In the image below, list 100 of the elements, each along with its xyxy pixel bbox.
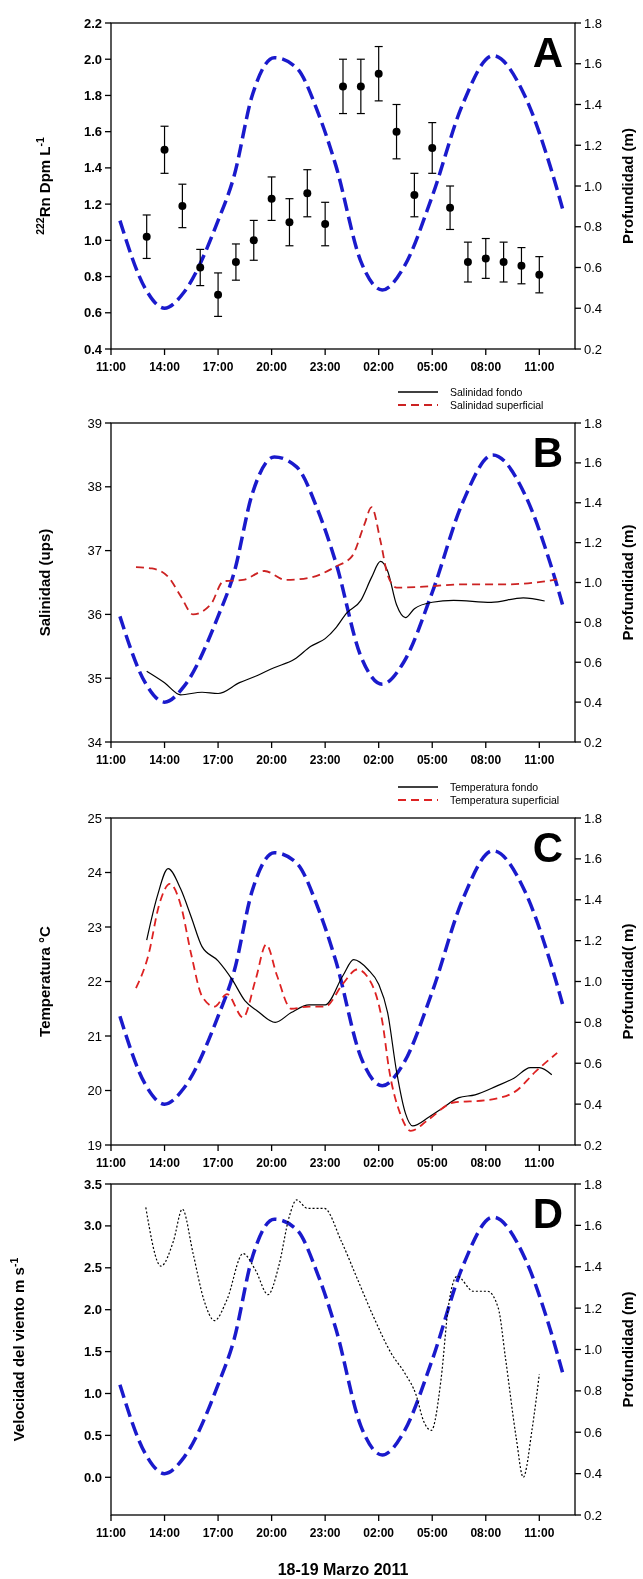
y2-tick-label: 1.4 <box>584 495 603 511</box>
point <box>517 261 526 270</box>
y-tick-label: 22 <box>87 974 102 989</box>
point <box>446 203 455 212</box>
y2-axis-title: Profundidad (m) <box>619 128 636 244</box>
chart-title: B <box>532 429 563 476</box>
point <box>535 270 544 279</box>
y2-tick-label: 0.4 <box>584 1096 603 1112</box>
y-tick-label: 1.0 <box>83 1385 102 1401</box>
y-tick-label: 3.0 <box>83 1218 102 1234</box>
y2-tick-label: 1.6 <box>584 851 603 867</box>
point <box>321 220 330 229</box>
x-tick-label: 17:00 <box>202 360 234 374</box>
y2-tick-label: 0.2 <box>584 734 603 750</box>
y2-tick-label: 1.2 <box>584 137 603 153</box>
y2-tick-label: 0.6 <box>584 1055 603 1071</box>
x-tick-label: 05:00 <box>416 1526 448 1540</box>
y-tick-label: 0.8 <box>83 269 102 285</box>
y2-tick-label: 1.6 <box>584 455 603 471</box>
point <box>214 290 223 299</box>
chart-title: A <box>532 29 563 76</box>
x-tick-label: 20:00 <box>256 360 288 374</box>
point <box>231 258 240 267</box>
y-axis-title: Salinidad (ups) <box>36 528 53 637</box>
legend-label: Temperatura superficial <box>450 794 560 806</box>
y-tick-label: 35 <box>87 670 102 686</box>
point <box>249 236 258 245</box>
y2-tick-label: 0.2 <box>584 1137 603 1153</box>
y-tick-label: 1.6 <box>83 124 102 140</box>
x-tick-label: 02:00 <box>363 1156 395 1170</box>
y2-tick-label: 0.4 <box>584 300 603 316</box>
y-tick-label: 39 <box>87 415 102 431</box>
x-tick-label: 14:00 <box>149 1156 181 1170</box>
y2-tick-label: 0.8 <box>584 1014 603 1030</box>
y-tick-label: 19 <box>87 1137 102 1153</box>
x-tick-label: 20:00 <box>256 1526 288 1540</box>
x-tick-label: 17:00 <box>202 1526 234 1540</box>
x-tick-label: 11:00 <box>524 360 555 374</box>
point <box>196 263 205 272</box>
y2-axis-title: Profundidad (m) <box>619 1291 636 1408</box>
x-tick-label: 17:00 <box>202 1156 234 1170</box>
y-tick-label: 3.5 <box>83 1176 102 1192</box>
line-series <box>135 506 559 616</box>
y-tick-label: 1.4 <box>83 160 103 176</box>
x-tick-label: 11:00 <box>524 1526 555 1540</box>
point <box>142 232 151 241</box>
y2-tick-label: 0.6 <box>584 654 603 670</box>
y-tick-label: 0.5 <box>83 1427 102 1443</box>
y-tick-label: 0.6 <box>83 305 102 321</box>
y-tick-label: 2.2 <box>83 15 102 31</box>
y-tick-label: 20 <box>87 1083 102 1098</box>
x-tick-label: 23:00 <box>309 360 341 374</box>
y2-tick-label: 1.4 <box>584 97 603 112</box>
y-tick-label: 1.0 <box>83 232 102 248</box>
y2-tick-label: 0.2 <box>584 341 603 357</box>
y-tick-label: 2.0 <box>83 51 102 67</box>
y-axis-title: Temperatura °C <box>36 925 53 1037</box>
x-axis-title: 18-19 Marzo 2011 <box>277 1561 409 1578</box>
x-tick-label: 14:00 <box>149 753 181 767</box>
x-tick-label: 05:00 <box>416 360 448 374</box>
point <box>374 69 383 78</box>
x-tick-label: 08:00 <box>470 1156 502 1170</box>
x-tick-label: 20:00 <box>256 1156 288 1170</box>
chart-title: C <box>532 824 563 871</box>
y2-tick-label: 1.4 <box>584 892 603 908</box>
y2-tick-label: 0.2 <box>584 1507 603 1523</box>
y2-tick-label: 1.6 <box>584 1217 603 1233</box>
point <box>428 143 437 152</box>
x-tick-label: 23:00 <box>309 753 341 767</box>
legend-label: Salinidad superficial <box>450 399 544 411</box>
y-tick-label: 2.5 <box>83 1260 102 1276</box>
x-tick-label: 11:00 <box>95 1526 127 1540</box>
point <box>339 82 347 91</box>
y2-tick-label: 0.6 <box>584 1424 603 1440</box>
y2-tick-label: 1.8 <box>584 810 603 826</box>
y2-tick-label: 0.4 <box>584 1466 603 1482</box>
legend-label: Salinidad fondo <box>450 386 523 398</box>
line-series <box>146 560 546 696</box>
point <box>410 191 419 200</box>
y-tick-label: 21 <box>87 1028 102 1044</box>
y2-tick-label: 1.8 <box>584 1176 603 1192</box>
y-tick-label: 37 <box>87 543 102 559</box>
y2-tick-label: 0.8 <box>584 614 603 630</box>
x-tick-label: 23:00 <box>309 1156 341 1170</box>
y2-tick-label: 1.8 <box>584 15 603 31</box>
x-tick-label: 08:00 <box>470 753 502 767</box>
y2-tick-label: 0.6 <box>584 260 603 275</box>
y-tick-label: 38 <box>87 479 102 495</box>
point <box>267 194 276 203</box>
x-tick-label: 11:00 <box>95 1156 127 1170</box>
point <box>285 218 294 227</box>
x-tick-label: 17:00 <box>202 753 234 767</box>
y-tick-label: 24 <box>87 865 102 880</box>
x-tick-label: 11:00 <box>524 753 555 767</box>
y2-tick-label: 1.0 <box>584 178 603 194</box>
point <box>499 258 508 267</box>
y2-tick-label: 1.2 <box>584 933 603 949</box>
point <box>356 82 365 91</box>
y2-axis-title: Profundidad( m) <box>619 923 636 1040</box>
y2-tick-label: 0.8 <box>584 219 603 235</box>
